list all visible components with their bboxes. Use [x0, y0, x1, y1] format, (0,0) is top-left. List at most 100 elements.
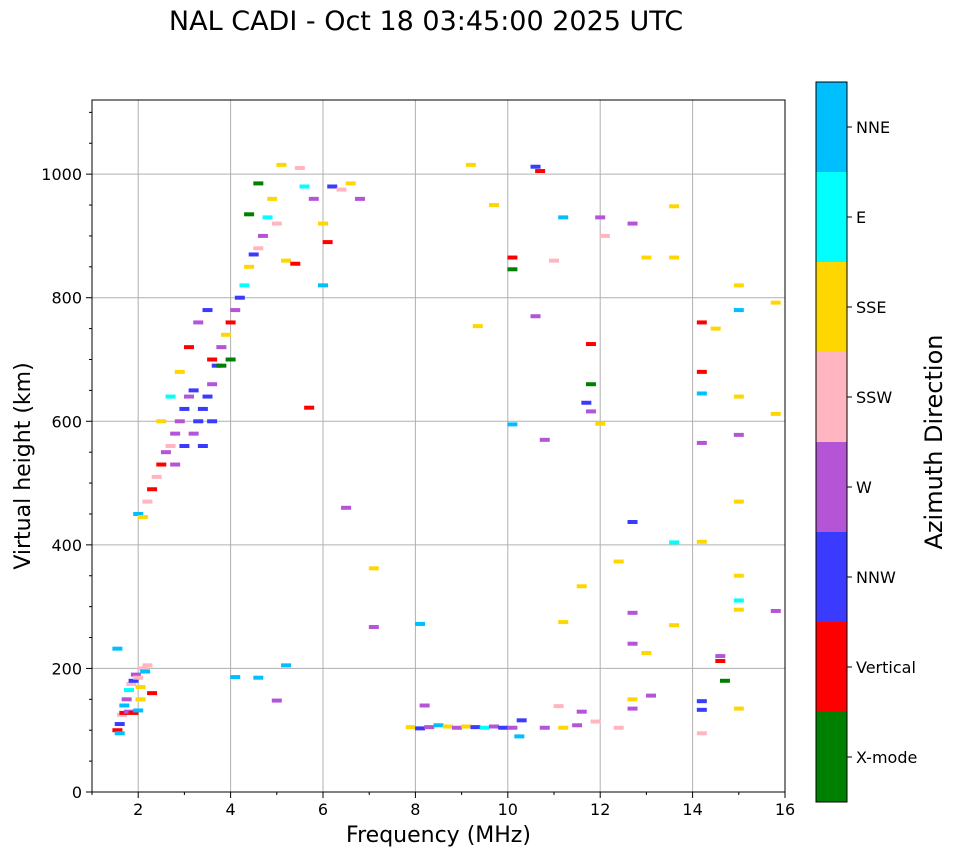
data-point	[715, 659, 726, 664]
data-point	[133, 675, 144, 680]
data-point	[627, 610, 638, 615]
data-point	[216, 363, 227, 368]
data-point	[472, 324, 483, 329]
data-point	[294, 165, 305, 170]
data-point	[451, 725, 462, 730]
data-point	[318, 283, 328, 288]
data-point	[641, 650, 652, 655]
data-point	[112, 646, 123, 651]
data-point	[613, 725, 624, 730]
data-point	[140, 669, 151, 674]
data-point	[142, 499, 153, 504]
data-point	[225, 320, 236, 325]
data-point	[133, 511, 144, 516]
data-point	[669, 540, 680, 545]
data-point	[197, 406, 208, 411]
data-point	[433, 723, 444, 728]
y-tick-label: 1000	[41, 165, 82, 184]
data-point	[184, 345, 195, 350]
data-point	[405, 725, 416, 730]
plot-frame	[91, 99, 786, 793]
data-point	[170, 431, 181, 436]
data-point	[530, 314, 541, 319]
data-point	[595, 421, 606, 426]
data-point	[147, 691, 158, 696]
data-point	[130, 672, 141, 677]
data-point	[576, 709, 587, 714]
data-point	[207, 382, 218, 387]
data-point	[549, 258, 559, 263]
data-point	[498, 725, 509, 730]
data-point	[696, 391, 707, 396]
data-point	[179, 444, 190, 448]
x-tick-label: 16	[775, 800, 795, 819]
data-point	[114, 731, 125, 736]
data-point	[507, 725, 518, 730]
data-point	[202, 308, 213, 313]
data-point	[719, 678, 730, 683]
y-tick-label: 200	[51, 659, 82, 678]
data-point	[733, 598, 744, 603]
data-point	[669, 204, 680, 209]
data-point	[558, 620, 569, 625]
colorbar-label: W	[856, 478, 872, 497]
data-point	[539, 437, 550, 442]
data-point	[304, 405, 315, 410]
data-point	[627, 519, 638, 524]
data-point	[715, 654, 726, 659]
colorbar: X-mode Vertical NNW W SSW SSE E NNE Azimuth Dire…	[815, 81, 948, 803]
data-point	[770, 411, 781, 416]
data-point	[341, 505, 352, 510]
data-point	[207, 419, 218, 424]
data-point	[193, 419, 204, 424]
data-point	[137, 666, 148, 671]
data-point	[318, 221, 328, 226]
y-tick-label: 800	[51, 289, 82, 308]
data-point	[112, 728, 123, 733]
data-point	[424, 725, 435, 730]
y-tick-label: 0	[72, 783, 82, 802]
colorbar-swatch	[816, 262, 847, 352]
data-point	[147, 487, 158, 492]
data-point	[354, 196, 365, 201]
data-point	[262, 215, 273, 220]
data-point	[188, 431, 199, 436]
data-point	[530, 164, 541, 169]
data-point	[216, 345, 227, 350]
data-point	[193, 320, 204, 325]
data-point	[253, 675, 264, 680]
data-point	[197, 444, 208, 448]
data-point	[595, 215, 606, 220]
grid-lines	[92, 100, 786, 793]
data-point	[733, 706, 744, 711]
data-point	[253, 181, 264, 186]
data-point	[627, 221, 638, 226]
data-point	[123, 688, 134, 693]
y-tick-label: 400	[51, 536, 82, 555]
data-point	[696, 731, 707, 736]
data-point	[225, 357, 236, 362]
data-point	[119, 703, 130, 708]
x-tick-label: 12	[590, 800, 610, 819]
x-tick-label: 4	[226, 800, 236, 819]
data-point	[368, 566, 379, 571]
data-point	[239, 283, 250, 288]
data-point	[733, 432, 744, 437]
data-point	[696, 707, 707, 712]
data-point	[368, 625, 379, 630]
data-point	[114, 722, 125, 727]
data-point	[641, 255, 652, 260]
data-point	[585, 342, 596, 347]
data-point	[281, 663, 292, 668]
data-point	[669, 255, 680, 260]
colorbar-swatch	[816, 82, 847, 172]
data-point	[558, 215, 569, 220]
data-point	[669, 623, 680, 628]
x-tick-label: 8	[410, 800, 420, 819]
colorbar-label: NNE	[856, 118, 890, 137]
data-point	[202, 394, 213, 399]
data-point	[184, 394, 195, 399]
colorbar-label: E	[856, 208, 866, 227]
y-tick-label: 600	[51, 412, 82, 431]
data-point	[581, 400, 592, 405]
